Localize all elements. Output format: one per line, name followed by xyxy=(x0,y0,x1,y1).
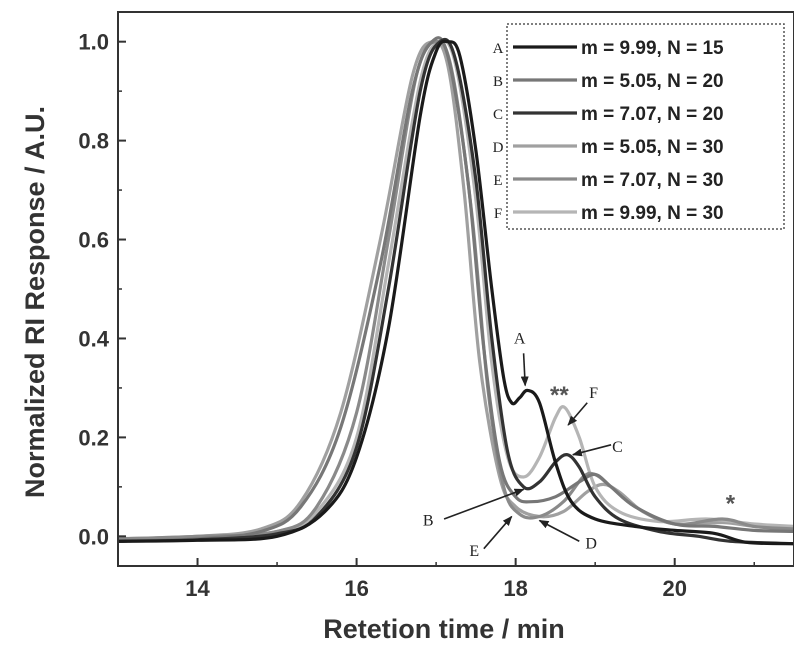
annotation-arrow xyxy=(483,515,513,550)
axes: 14 16 18 20 0.0 0.2 0.4 0.6 0.8 1.0 xyxy=(78,11,794,601)
annotation-arrow xyxy=(520,353,529,387)
series-line-a xyxy=(118,39,794,546)
annotation-label: C xyxy=(612,439,623,456)
legend-key: F xyxy=(494,206,502,222)
annotation-label: A xyxy=(514,330,526,347)
legend-label: m = 5.05, N = 20 xyxy=(581,71,724,92)
series-line-b xyxy=(118,36,794,543)
annotation-arrow xyxy=(443,488,525,520)
x-tick-label: 20 xyxy=(662,576,686,601)
y-tick-label: 0.2 xyxy=(78,425,109,450)
y-tick-label: 0.0 xyxy=(78,524,109,549)
plot-area xyxy=(118,36,794,546)
legend-key: D xyxy=(493,140,504,156)
legend-key: E xyxy=(493,173,502,189)
annotation-label: D xyxy=(585,536,597,553)
x-axis-title: Retetion time / min xyxy=(323,614,565,644)
peak-marker: * xyxy=(726,491,736,518)
legend-label: m = 9.99, N = 30 xyxy=(581,203,724,224)
y-tick-label: 0.6 xyxy=(78,228,109,253)
legend-key: C xyxy=(493,107,503,123)
y-tick-label: 1.0 xyxy=(78,30,109,55)
annotation-arrow xyxy=(567,402,588,426)
x-tick-label: 14 xyxy=(185,576,210,601)
legend-label: m = 7.07, N = 20 xyxy=(581,104,724,125)
y-tick-label: 0.8 xyxy=(78,129,109,154)
annotation-label: E xyxy=(469,543,479,560)
series-line-f xyxy=(118,39,794,541)
legend-label: m = 9.99, N = 15 xyxy=(581,38,724,59)
x-tick-label: 18 xyxy=(503,576,527,601)
legend-label: m = 7.07, N = 30 xyxy=(581,170,724,191)
legend-label: m = 5.05, N = 30 xyxy=(581,137,724,158)
legend-box xyxy=(506,23,785,230)
series-line-c xyxy=(118,37,794,546)
legend-key: A xyxy=(493,41,504,57)
y-axis-title: Normalized RI Response / A.U. xyxy=(20,106,50,498)
annotation-label: F xyxy=(589,385,598,402)
y-tick-label: 0.4 xyxy=(78,326,109,351)
annotation-label: B xyxy=(423,512,434,529)
annotation-arrow xyxy=(571,444,612,457)
peak-marker: ** xyxy=(550,382,569,409)
legend-key: B xyxy=(493,74,503,90)
annotation-arrow xyxy=(538,519,580,542)
x-tick-label: 16 xyxy=(344,576,368,601)
